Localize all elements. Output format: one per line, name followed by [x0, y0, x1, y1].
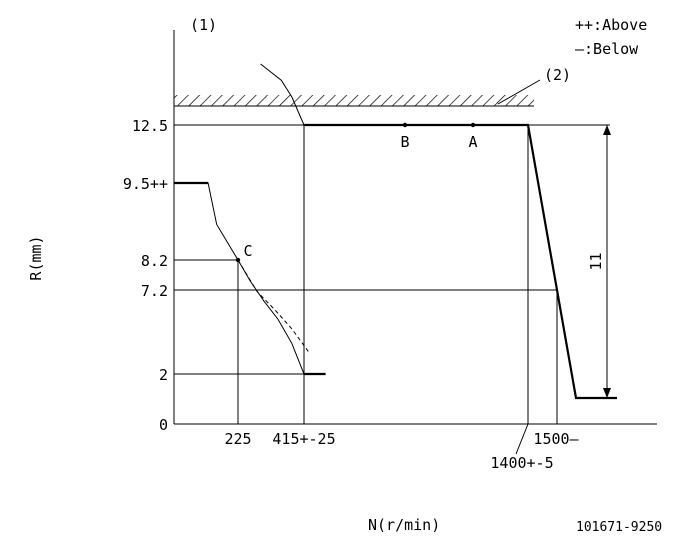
dimension-arrow-bottom	[603, 388, 611, 398]
stopper-label: (2)	[544, 66, 571, 84]
point-label: B	[400, 133, 409, 151]
x-tick-label: 225	[224, 430, 251, 448]
leader-line	[515, 423, 529, 455]
stopper-leader	[497, 79, 541, 105]
dimension-arrow-top	[603, 125, 611, 135]
figure-id: 101671-9250	[576, 520, 662, 535]
y-tick-label: 2	[159, 366, 168, 384]
point-marker	[235, 257, 241, 263]
y-axis-label: R(mm)	[27, 235, 45, 280]
series-line	[174, 182, 326, 375]
legend-above: ++:Above	[575, 16, 647, 34]
series-line	[237, 259, 309, 352]
series-lines	[174, 63, 617, 400]
point-label: A	[468, 133, 477, 151]
tick-labels: 12.5 9.5++ 8.2 7.2 2 0 225 415+-25 1400+-5 1500—	[123, 117, 580, 472]
y-tick-label: 8.2	[141, 252, 168, 270]
curve-label: (1)	[190, 16, 217, 34]
stopper-hatch	[174, 95, 534, 106]
x-tick-label: 1500—	[533, 430, 579, 448]
dimension-label: 11	[587, 252, 605, 270]
y-tick-label: 12.5	[132, 117, 168, 135]
reference-lines	[174, 124, 610, 455]
marked-points: B A C	[235, 122, 478, 263]
x-tick-label: 1400+-5	[490, 454, 553, 472]
y-tick-label: 7.2	[141, 282, 168, 300]
x-axis-label: N(r/min)	[368, 516, 440, 534]
series-line	[304, 123, 617, 400]
x-tick-label: 415+-25	[272, 430, 335, 448]
series-line	[260, 63, 305, 126]
point-marker	[402, 122, 408, 128]
legend-below: —:Below	[575, 40, 639, 58]
y-tick-label: 0	[159, 416, 168, 434]
y-tick-label: 9.5++	[123, 175, 168, 193]
axes: 11	[173, 30, 657, 425]
point-marker	[470, 122, 476, 128]
point-label: C	[243, 242, 252, 260]
